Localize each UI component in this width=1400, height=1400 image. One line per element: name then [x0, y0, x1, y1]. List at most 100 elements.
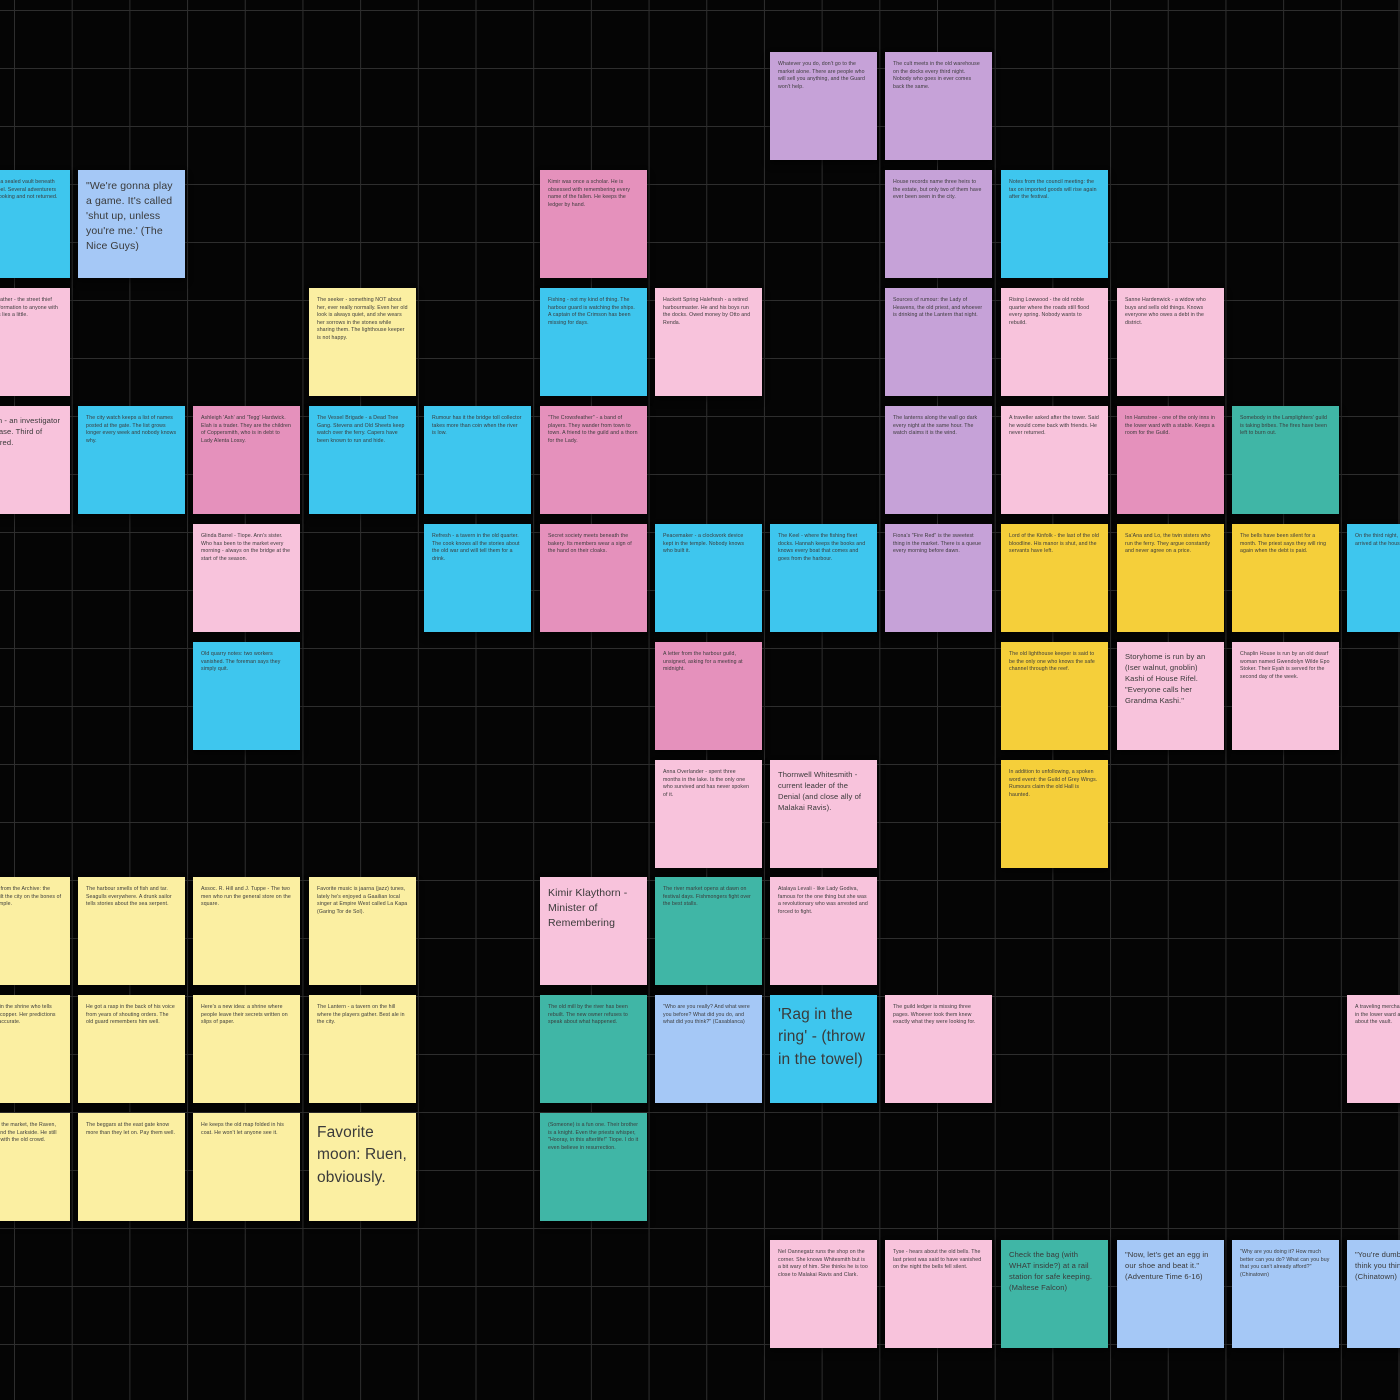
- sticky-note[interactable]: The Lantern - a tavern on the hill where…: [309, 995, 416, 1103]
- sticky-note[interactable]: Fiona's "Fire Red" is the sweetest thing…: [885, 524, 992, 632]
- sticky-note-text: Sources of rumour: the Lady of Heavens, …: [893, 297, 984, 319]
- sticky-note[interactable]: Peacemaker - a clockwork device kept in …: [655, 524, 762, 632]
- sticky-note[interactable]: Glinda Barrel - Tiope. Ann's sister. Who…: [193, 524, 300, 632]
- sticky-note[interactable]: The lanterns along the wall go dark ever…: [885, 406, 992, 514]
- sticky-note-text: He got a rasp in the back of his voice f…: [86, 1004, 177, 1026]
- sticky-note[interactable]: Somebody in the Lamplighters' guild is t…: [1232, 406, 1339, 514]
- sticky-note[interactable]: Rising Lowwood - the old noble quarter w…: [1001, 288, 1108, 396]
- sticky-note[interactable]: The cult meets in the old warehouse on t…: [885, 52, 992, 160]
- sticky-note[interactable]: The seeker - something NOT about her, ev…: [309, 288, 416, 396]
- sticky-note[interactable]: Check the bag (with WHAT inside?) at a r…: [1001, 1240, 1108, 1348]
- sticky-note-text: The city watch keeps a list of names pos…: [86, 415, 178, 444]
- sticky-note[interactable]: Atalaya Levali - like Lady Godiva, famou…: [770, 877, 877, 985]
- sticky-note[interactable]: Fishing - not my kind of thing. The harb…: [540, 288, 647, 396]
- sticky-note[interactable]: The Vessel Brigade - a Dead Tree Gang. S…: [309, 406, 416, 514]
- sticky-note-text: Notes from the council meeting: the tax …: [1009, 179, 1099, 201]
- sticky-note[interactable]: "You're dumber than you think you think …: [1347, 1240, 1400, 1348]
- sticky-note-text: Favorite moon: Ruen, obviously.: [317, 1124, 412, 1186]
- sticky-note[interactable]: Thornwell Whitesmith - current leader of…: [770, 760, 877, 868]
- sticky-note[interactable]: Sa'Ana and Lo, the twin sisters who run …: [1117, 524, 1224, 632]
- sticky-note[interactable]: Old woman in the shrine who tells fortun…: [0, 995, 70, 1103]
- sticky-note[interactable]: Assoc. R. Hill and J. Tuppe - The two me…: [193, 877, 300, 985]
- sticky-note[interactable]: Whatever you do, don't go to the market …: [770, 52, 877, 160]
- sticky-note-text: Daisburn - an investigator on the case. …: [0, 416, 61, 447]
- sticky-note[interactable]: "We're gonna play a game. It's called 's…: [78, 170, 185, 278]
- sticky-note[interactable]: A traveller asked after the tower. Said …: [1001, 406, 1108, 514]
- sticky-note[interactable]: The beggars at the east gate know more t…: [78, 1113, 185, 1221]
- sticky-note-text: The Keel - where the fishing fleet docks…: [778, 533, 867, 562]
- sticky-note-text: In addition to unfollowing, a spoken wor…: [1009, 769, 1099, 798]
- sticky-note[interactable]: Secret society meets beneath the bakery.…: [540, 524, 647, 632]
- sticky-note[interactable]: Silly Red Feather - the street thief who…: [0, 288, 70, 396]
- sticky-note-text: A traveller asked after the tower. Said …: [1009, 415, 1101, 437]
- sticky-note[interactable]: 'Rag in the ring' - (throw in the towel): [770, 995, 877, 1103]
- sticky-note[interactable]: Kimir was once a scholar. He is obsessed…: [540, 170, 647, 278]
- sticky-note-text: The harbour smells of fish and tar. Seag…: [86, 886, 174, 908]
- sticky-note[interactable]: Old records from the Archive: the founde…: [0, 877, 70, 985]
- sticky-note-text: Kimir Klaythorn - Minister of Rememberin…: [548, 887, 631, 929]
- sticky-note-text: Old quarry notes: two workers vanished. …: [201, 651, 282, 673]
- sticky-note[interactable]: Notes from the council meeting: the tax …: [1001, 170, 1108, 278]
- sticky-note-text: "We're gonna play a game. It's called 's…: [86, 180, 176, 252]
- sticky-note[interactable]: On the third night, Nellana the courier …: [1347, 524, 1400, 632]
- sticky-note[interactable]: Favorite music is jaarna (jazz) tunes, l…: [309, 877, 416, 985]
- sticky-note[interactable]: A traveling merchant has been seen in th…: [1347, 995, 1400, 1103]
- sticky-note[interactable]: He keeps the old map folded in his coat.…: [193, 1113, 300, 1221]
- sticky-note[interactable]: Chaplin House is run by an old dwarf wom…: [1232, 642, 1339, 750]
- sticky-note[interactable]: Frequenting the market, the Raven, the F…: [0, 1113, 70, 1221]
- sticky-note[interactable]: A letter from the harbour guild, unsigne…: [655, 642, 762, 750]
- sticky-note[interactable]: Tyse - hears about the old bells. The la…: [885, 1240, 992, 1348]
- sticky-note[interactable]: (Someone) is a fun one. Their brother is…: [540, 1113, 647, 1221]
- sticky-note[interactable]: The river market opens at dawn on festiv…: [655, 877, 762, 985]
- sticky-note[interactable]: Nel Oannegatz runs the shop on the corne…: [770, 1240, 877, 1348]
- sticky-note-text: "Why are you doing it? How much better c…: [1240, 1249, 1331, 1278]
- sticky-note-text: "The Crowsfeather" - a band of players. …: [548, 415, 640, 444]
- sticky-note-text: He keeps the old map folded in his coat.…: [201, 1122, 286, 1136]
- sticky-note[interactable]: Favorite moon: Ruen, obviously.: [309, 1113, 416, 1221]
- sticky-note[interactable]: Sanne Hardenwick - a widow who buys and …: [1117, 288, 1224, 396]
- sticky-note[interactable]: Inn Hamstree - one of the only inns in t…: [1117, 406, 1224, 514]
- sticky-note-text: The old mill by the river has been rebui…: [548, 1004, 630, 1026]
- sticky-note[interactable]: Old quarry notes: two workers vanished. …: [193, 642, 300, 750]
- sticky-note[interactable]: The bells have been silent for a month. …: [1232, 524, 1339, 632]
- sticky-note-text: Thornwell Whitesmith - current leader of…: [778, 770, 864, 812]
- sticky-note-text: "You're dumber than you think you think …: [1355, 1250, 1400, 1281]
- sticky-note[interactable]: He got a rasp in the back of his voice f…: [78, 995, 185, 1103]
- sticky-note-text: 'Rag in the ring' - (throw in the towel): [778, 1006, 870, 1068]
- sticky-note[interactable]: "Now, let's get an egg in our shoe and b…: [1117, 1240, 1224, 1348]
- sticky-note[interactable]: "Why are you doing it? How much better c…: [1232, 1240, 1339, 1348]
- sticky-note[interactable]: "Who are you really? And what were you b…: [655, 995, 762, 1103]
- sticky-note[interactable]: Sources of rumour: the Lady of Heavens, …: [885, 288, 992, 396]
- sticky-note[interactable]: Rumour has it the bridge toll collector …: [424, 406, 531, 514]
- sticky-note-text: The Vessel Brigade - a Dead Tree Gang. S…: [317, 415, 407, 444]
- sticky-note[interactable]: Refresh - a tavern in the old quarter. T…: [424, 524, 531, 632]
- sticky-note-text: Fishing - not my kind of thing. The harb…: [548, 297, 637, 326]
- sticky-note[interactable]: Daisburn - an investigator on the case. …: [0, 406, 70, 514]
- sticky-note[interactable]: Ashleigh 'Ash' and 'Tegg' Hardwick. Elah…: [193, 406, 300, 514]
- sticky-note-text: House records name three heirs to the es…: [893, 179, 984, 201]
- sticky-note[interactable]: Rumours of a sealed vault beneath the ol…: [0, 170, 70, 278]
- sticky-note[interactable]: Here's a new idea: a shrine where people…: [193, 995, 300, 1103]
- sticky-note[interactable]: The old mill by the river has been rebui…: [540, 995, 647, 1103]
- sticky-note[interactable]: Storyhome is run by an (Iser walnut, gno…: [1117, 642, 1224, 750]
- sticky-note-text: Rising Lowwood - the old noble quarter w…: [1009, 297, 1091, 326]
- sticky-note-text: Tyse - hears about the old bells. The la…: [893, 1249, 983, 1271]
- sticky-note-text: Old woman in the shrine who tells fortun…: [0, 1004, 56, 1026]
- sticky-note[interactable]: In addition to unfollowing, a spoken wor…: [1001, 760, 1108, 868]
- sticky-note-text: Peacemaker - a clockwork device kept in …: [663, 533, 746, 555]
- sticky-note[interactable]: The Keel - where the fishing fleet docks…: [770, 524, 877, 632]
- sticky-note[interactable]: Kimir Klaythorn - Minister of Rememberin…: [540, 877, 647, 985]
- sticky-note[interactable]: Lord of the Kinfolk - the last of the ol…: [1001, 524, 1108, 632]
- sticky-note[interactable]: Anna Overlander - spent three months in …: [655, 760, 762, 868]
- sticky-note[interactable]: The guild ledger is missing three pages.…: [885, 995, 992, 1103]
- sticky-note-text: Refresh - a tavern in the old quarter. T…: [432, 533, 522, 562]
- sticky-note[interactable]: Hackett Spring Halefresh - a retired har…: [655, 288, 762, 396]
- sticky-note[interactable]: The old lighthouse keeper is said to be …: [1001, 642, 1108, 750]
- sticky-note[interactable]: The harbour smells of fish and tar. Seag…: [78, 877, 185, 985]
- sticky-note[interactable]: "The Crowsfeather" - a band of players. …: [540, 406, 647, 514]
- sticky-note-text: Here's a new idea: a shrine where people…: [201, 1004, 290, 1026]
- sticky-note[interactable]: The city watch keeps a list of names pos…: [78, 406, 185, 514]
- sticky-note-text: Secret society meets beneath the bakery.…: [548, 533, 634, 555]
- sticky-note[interactable]: House records name three heirs to the es…: [885, 170, 992, 278]
